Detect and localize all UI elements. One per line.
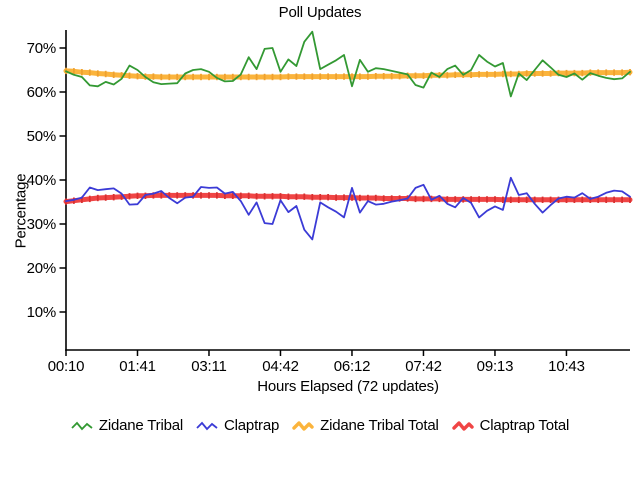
legend-item-claptrap-total: Claptrap Total <box>451 417 570 434</box>
x-tick-label: 00:10 <box>48 358 85 375</box>
x-tick-label: 09:13 <box>477 358 514 375</box>
x-tick-label: 01:41 <box>119 358 156 375</box>
y-tick-label: 50% <box>27 128 56 145</box>
x-tick-label: 10:43 <box>548 358 585 375</box>
legend-label: Zidane Tribal <box>98 417 184 434</box>
x-tick-label: 07:42 <box>405 358 442 375</box>
y-tick-label: 30% <box>27 216 56 233</box>
legend-label: Claptrap Total <box>479 417 570 434</box>
poll-chart: 10% 20% 30% 40% 50% 60% 70% 00:10 01:41 03:11 04:4… <box>27 30 633 375</box>
legend-swatch-line <box>292 420 314 431</box>
series-line-claptrap <box>65 176 631 241</box>
chart-title: Poll Updates <box>278 4 362 21</box>
legend-label: Claptrap <box>224 417 280 434</box>
legend-item-zidane-tribal: Zidane Tribal <box>71 417 183 434</box>
x-tick-label: 06:12 <box>334 358 371 375</box>
legend-label: Zidane Tribal Total <box>320 417 439 434</box>
x-tick-label: 03:11 <box>191 358 226 375</box>
y-tick-label: 70% <box>27 40 56 57</box>
zidane-tribal-total-line-icon <box>292 420 314 431</box>
legend-item-zidane-tribal-total: Zidane Tribal Total <box>292 417 439 434</box>
zidane-tribal-line-icon <box>71 421 93 430</box>
y-tick-label: 10% <box>27 304 56 321</box>
x-tick-label: 04:42 <box>262 358 299 375</box>
legend-swatch-line <box>451 420 474 431</box>
claptrap-line-icon <box>196 421 218 430</box>
series-line-zidane-tribal-total <box>63 68 633 80</box>
series-line-claptrap-total <box>63 192 633 205</box>
x-axis-title: Hours Elapsed (72 updates) <box>257 378 439 395</box>
chart-legend: Zidane Tribal Claptrap Zidane Tribal Tot… <box>0 417 640 434</box>
legend-swatch-line <box>196 421 218 430</box>
legend-swatch-line <box>71 421 93 430</box>
y-tick-label: 20% <box>27 260 56 277</box>
claptrap-total-line-icon <box>451 420 474 431</box>
y-tick-label: 60% <box>27 84 56 101</box>
legend-item-claptrap: Claptrap <box>196 417 279 434</box>
series-line-zidane-tribal <box>65 30 631 98</box>
y-tick-label: 40% <box>27 172 56 189</box>
